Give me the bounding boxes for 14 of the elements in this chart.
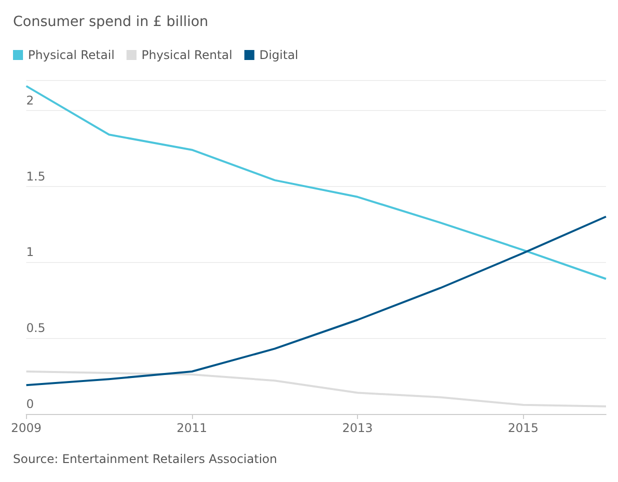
legend-label: Digital: [259, 48, 298, 62]
legend-label: Physical Retail: [28, 48, 115, 62]
y-tick-label: 1.5: [26, 169, 46, 184]
chart-title: Consumer spend in £ billion: [13, 14, 208, 30]
x-tick-label: 2013: [342, 421, 373, 435]
x-tick-label: 2011: [176, 421, 208, 435]
y-tick-label: 1: [26, 245, 34, 260]
x-tick-label: 2009: [10, 421, 42, 435]
y-tick-label: 0: [26, 397, 34, 411]
legend-label: Physical Rental: [142, 48, 232, 62]
y-tick-label: 0.5: [26, 321, 46, 336]
source-note: Source: Entertainment Retailers Association: [13, 452, 278, 466]
x-tick-label: 2015: [508, 421, 538, 435]
y-tick-label: 2: [26, 93, 34, 108]
